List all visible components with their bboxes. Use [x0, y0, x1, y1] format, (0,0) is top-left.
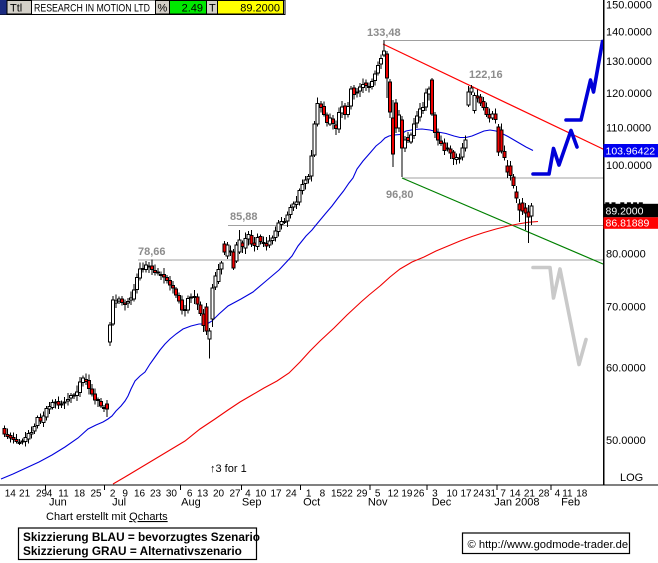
svg-text:89.2000: 89.2000 [606, 206, 644, 218]
svg-text:Sep: Sep [242, 497, 262, 509]
svg-text:16: 16 [134, 489, 146, 500]
svg-text:19: 19 [401, 489, 413, 500]
svg-text:29: 29 [356, 489, 368, 500]
svg-text:50.0000: 50.0000 [606, 435, 646, 447]
svg-text:14: 14 [509, 489, 521, 500]
svg-text:1: 1 [306, 489, 312, 500]
svg-text:Aug: Aug [181, 497, 201, 509]
svg-text:25: 25 [90, 489, 102, 500]
svg-text:Ttl: Ttl [10, 3, 22, 15]
svg-text:24: 24 [286, 489, 298, 500]
svg-text:22: 22 [342, 489, 354, 500]
svg-text:6: 6 [187, 489, 193, 500]
svg-text:8: 8 [320, 489, 326, 500]
svg-text:31: 31 [485, 489, 497, 500]
svg-text:4: 4 [555, 489, 561, 500]
svg-text:60.0000: 60.0000 [606, 363, 646, 375]
svg-text:26: 26 [413, 489, 425, 500]
svg-text:85,88: 85,88 [230, 211, 258, 223]
svg-text:78,66: 78,66 [138, 246, 166, 258]
svg-text:21: 21 [19, 489, 31, 500]
svg-text:Chart erstellt mit Qcharts: Chart erstellt mit Qcharts [46, 511, 168, 523]
svg-text:Jan 2008: Jan 2008 [494, 497, 539, 509]
svg-text:18: 18 [74, 489, 86, 500]
svg-text:Skizzierung GRAU = Alternativs: Skizzierung GRAU = Alternativszenario [23, 544, 242, 558]
svg-text:96,80: 96,80 [386, 189, 414, 201]
svg-text:103.96422: 103.96422 [606, 145, 656, 157]
svg-text:4: 4 [245, 489, 251, 500]
svg-text:140.0000: 140.0000 [606, 27, 652, 39]
svg-text:T: T [209, 3, 216, 15]
svg-text:18: 18 [576, 489, 588, 500]
svg-text:11: 11 [58, 489, 69, 500]
svg-text:12: 12 [388, 489, 400, 500]
svg-text:130.0000: 130.0000 [606, 56, 652, 68]
svg-text:10: 10 [446, 489, 458, 500]
svg-text:29: 29 [36, 489, 48, 500]
svg-text:11: 11 [562, 489, 573, 500]
svg-text:5: 5 [375, 489, 381, 500]
svg-text:13: 13 [197, 489, 209, 500]
svg-text:LOG: LOG [620, 472, 643, 484]
svg-text:21: 21 [524, 489, 536, 500]
svg-text:Dec: Dec [432, 497, 452, 509]
svg-text:17: 17 [270, 489, 282, 500]
svg-text:© http://www.godmode-trader.de: © http://www.godmode-trader.de [468, 539, 629, 551]
svg-text:Skizzierung BLAU = bevorzugtes: Skizzierung BLAU = bevorzugtes Szenario [23, 530, 260, 544]
svg-text:80.0000: 80.0000 [606, 249, 646, 261]
svg-text:122,16: 122,16 [469, 69, 503, 81]
svg-text:Jul: Jul [112, 497, 126, 509]
svg-text:70.0000: 70.0000 [606, 302, 646, 314]
svg-text:15: 15 [331, 489, 343, 500]
svg-text:9: 9 [122, 489, 128, 500]
svg-text:133,48: 133,48 [367, 27, 401, 39]
svg-text:2.49: 2.49 [182, 3, 203, 15]
svg-text:%: % [158, 3, 168, 15]
svg-text:Feb: Feb [561, 497, 580, 509]
svg-text:14: 14 [5, 489, 17, 500]
svg-text:Jun: Jun [49, 497, 67, 509]
svg-text:Oct: Oct [303, 497, 320, 509]
svg-text:110.0000: 110.0000 [606, 122, 651, 134]
svg-text:3: 3 [432, 489, 438, 500]
svg-text:10: 10 [255, 489, 267, 500]
svg-text:120.0000: 120.0000 [606, 88, 652, 100]
svg-text:89.2000: 89.2000 [240, 3, 280, 15]
svg-text:24: 24 [473, 489, 485, 500]
svg-text:Nov: Nov [368, 497, 388, 509]
svg-text:7: 7 [500, 489, 506, 500]
svg-text:17: 17 [460, 489, 472, 500]
svg-text:2: 2 [110, 489, 116, 500]
svg-text:4: 4 [47, 489, 53, 500]
svg-text:↑3 for 1: ↑3 for 1 [210, 463, 247, 475]
svg-text:28: 28 [538, 489, 550, 500]
svg-text:20: 20 [213, 489, 225, 500]
svg-text:100.0000: 100.0000 [606, 160, 652, 172]
svg-text:30: 30 [166, 489, 178, 500]
svg-text:27: 27 [229, 489, 241, 500]
svg-text:150.0000: 150.0000 [606, 0, 652, 11]
svg-text:RESEARCH IN MOTION LTD: RESEARCH IN MOTION LTD [34, 3, 150, 15]
svg-text:86.81889: 86.81889 [606, 218, 650, 230]
svg-text:23: 23 [150, 489, 162, 500]
